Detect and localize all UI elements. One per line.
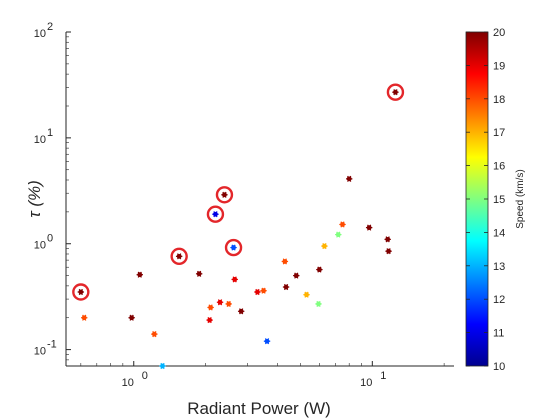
colorbar-tick-label: 14 <box>493 227 505 239</box>
data-point <box>385 248 392 255</box>
data-point <box>237 308 245 315</box>
y-tick-exponent: 0 <box>47 233 53 245</box>
data-point <box>303 291 310 298</box>
x-tick-exponent: 0 <box>142 370 148 382</box>
colorbar-tick-label: 12 <box>493 294 505 306</box>
data-point <box>230 244 237 251</box>
y-tick-exponent: 1 <box>47 127 53 139</box>
data-point <box>128 314 135 321</box>
data-point <box>225 300 232 308</box>
data-point <box>216 299 224 306</box>
colorbar-tick-label: 13 <box>493 261 505 273</box>
colorbar-tick-label: 10 <box>493 361 505 373</box>
data-point <box>335 231 342 238</box>
data-points <box>77 89 399 370</box>
highlight-circle <box>224 238 243 257</box>
x-tick-label: 10 <box>360 377 372 389</box>
y-axis-label: τ (%) <box>25 180 44 218</box>
data-point <box>293 272 300 279</box>
highlight-circle <box>206 205 225 223</box>
colorbar-tick-label: 16 <box>493 161 505 173</box>
data-point <box>260 287 267 294</box>
y-tick-label: 10 <box>34 28 46 40</box>
colorbar-tick-label: 11 <box>493 328 504 340</box>
highlight-circle <box>170 247 188 266</box>
data-point <box>281 258 289 265</box>
data-point <box>339 221 346 228</box>
y-tick-label: 10 <box>34 240 46 252</box>
highlight-circle <box>72 283 90 301</box>
x-tick-label: 10 <box>122 377 134 389</box>
x-axis-label: Radiant Power (W) <box>187 399 331 418</box>
colorbar-tick-label: 18 <box>493 94 505 106</box>
y-tick-exponent: -1 <box>47 339 57 351</box>
data-point <box>384 236 391 243</box>
data-point <box>345 175 353 182</box>
colorbar-label: Speed (km/s) <box>515 169 526 228</box>
y-tick-label: 10 <box>34 134 46 146</box>
plot-area <box>66 32 454 366</box>
data-point <box>321 243 328 250</box>
colorbar-tick-label: 17 <box>493 127 505 139</box>
colorbar: 10 11 12 13 14 15 16 17 18 19 20 Speed (km/s) <box>465 27 526 373</box>
highlight-circles <box>72 83 405 301</box>
x-tick-exponent: 1 <box>380 370 386 382</box>
colorbar-ticks: 10 11 12 13 14 15 16 17 18 19 20 <box>466 27 505 373</box>
x-axis-ticks: 10 0 10 1 <box>80 361 445 389</box>
data-point <box>81 314 88 321</box>
data-point <box>392 89 399 96</box>
data-point <box>315 300 322 308</box>
colorbar-tick-label: 15 <box>493 194 505 206</box>
colorbar-tick-label: 19 <box>493 60 505 72</box>
data-point <box>206 317 213 324</box>
data-point <box>365 224 373 231</box>
axes-frame <box>65 32 454 367</box>
data-point <box>151 331 158 338</box>
colorbar-tick-label: 20 <box>493 27 505 39</box>
data-point <box>212 211 219 218</box>
y-tick-label: 10 <box>34 346 46 358</box>
highlight-circle <box>215 186 234 204</box>
highlight-circle <box>386 83 405 101</box>
data-point <box>207 304 214 311</box>
data-point <box>221 191 228 198</box>
data-point <box>136 271 143 278</box>
data-point <box>159 362 166 370</box>
data-point <box>282 283 290 291</box>
data-point <box>175 253 183 260</box>
data-point <box>263 338 271 345</box>
y-tick-exponent: 2 <box>47 21 53 33</box>
data-point <box>316 266 323 273</box>
data-point <box>77 288 85 296</box>
data-point <box>254 288 261 296</box>
data-point <box>195 270 203 277</box>
data-point <box>231 276 238 283</box>
